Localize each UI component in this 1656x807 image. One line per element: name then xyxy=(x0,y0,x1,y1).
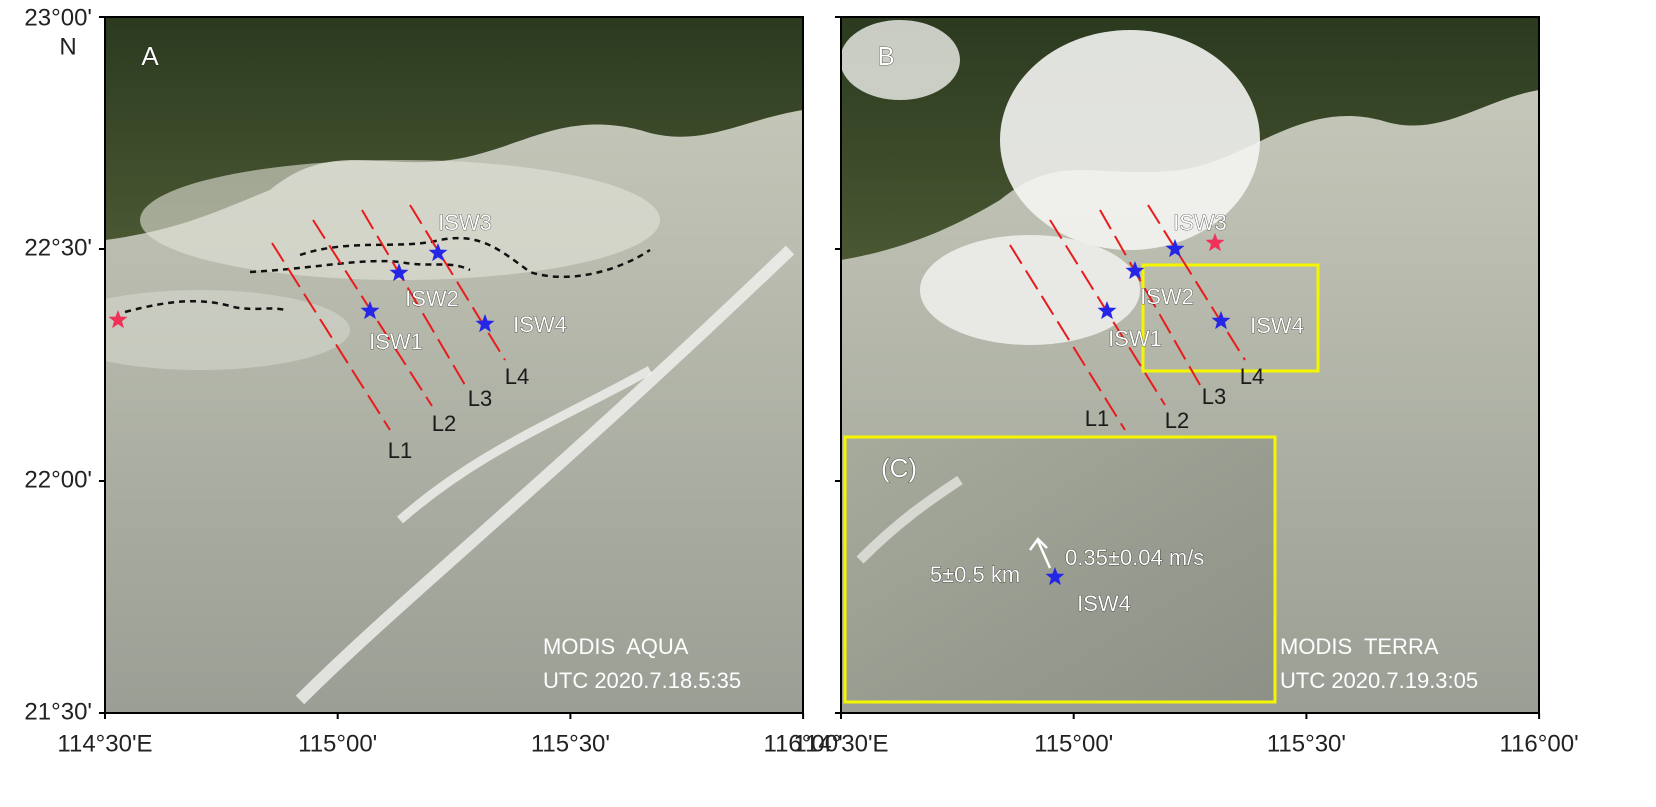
satellite-image xyxy=(841,17,1539,713)
inset-label: (C) xyxy=(881,453,917,483)
panel-frame xyxy=(840,16,1540,714)
wave-label: ISW3 xyxy=(438,210,492,235)
x-tick-label: 116°00' xyxy=(1500,730,1579,757)
transect-label: L4 xyxy=(505,364,529,389)
transect-label: L3 xyxy=(468,386,492,411)
transect-line xyxy=(1009,244,1126,431)
transect-line xyxy=(1147,204,1246,361)
transect-line xyxy=(361,209,466,386)
panel-label: B xyxy=(877,41,894,71)
front-lines xyxy=(124,236,651,314)
x-tick-label: 116°00' xyxy=(764,730,843,757)
transect-label: L3 xyxy=(1202,384,1226,409)
wave-label: ISW3 xyxy=(1173,210,1227,235)
station-star xyxy=(360,301,380,320)
station-star xyxy=(428,243,448,262)
x-tick-label: 115°30' xyxy=(531,730,610,757)
arrow-head xyxy=(1028,537,1048,551)
distance-label: 5±0.5 km xyxy=(930,562,1020,587)
wave-label: ISW4 xyxy=(513,312,567,337)
transect-line xyxy=(1099,209,1201,386)
transect-label: L4 xyxy=(1240,364,1264,389)
station-star xyxy=(1211,311,1231,330)
x-tick-label: 114°30'E xyxy=(57,730,152,757)
speed-label: 0.35±0.04 m/s xyxy=(1065,545,1204,570)
y-tick-label: 22°00' xyxy=(24,466,92,493)
station-star xyxy=(1125,261,1145,280)
transect-label: L2 xyxy=(432,411,456,436)
sensor-label: MODIS AQUA xyxy=(543,634,689,659)
panel-label: A xyxy=(141,41,159,71)
station-star xyxy=(475,314,495,333)
panel-frame xyxy=(104,16,804,714)
transect-line xyxy=(409,204,506,361)
satellite-image xyxy=(105,17,803,713)
time-label: UTC 2020.7.18.5:35 xyxy=(543,668,741,693)
x-tick-label: 114°30'E xyxy=(793,730,888,757)
transect-label: L2 xyxy=(1165,408,1189,433)
velocity-arrow xyxy=(1036,540,1052,569)
wave-label: ISW2 xyxy=(1140,284,1194,309)
zoom-box xyxy=(1141,263,1320,373)
station-star xyxy=(389,263,409,282)
wave-label: ISW4 xyxy=(1077,591,1131,616)
station-star xyxy=(1205,233,1225,252)
sensor-label: MODIS TERRA xyxy=(1280,634,1439,659)
station-star xyxy=(1097,301,1117,320)
y-tick-label: 23°00' xyxy=(24,4,92,31)
transect-line xyxy=(271,242,391,431)
y-tick-label: 22°30' xyxy=(24,234,92,261)
x-tick-label: 115°00' xyxy=(298,730,377,757)
wave-label: ISW1 xyxy=(1108,326,1162,351)
inset-frame xyxy=(843,435,1277,704)
station-star xyxy=(1165,239,1185,258)
x-tick-label: 115°30' xyxy=(1267,730,1346,757)
wave-label: ISW2 xyxy=(405,286,459,311)
station-star xyxy=(108,310,128,329)
x-tick-label: 115°00' xyxy=(1034,730,1113,757)
station-star xyxy=(1045,567,1065,586)
y-tick-label: 21°30' xyxy=(24,698,92,725)
wave-label: ISW1 xyxy=(369,329,423,354)
hemisphere-label: N xyxy=(59,33,76,60)
time-label: UTC 2020.7.19.3:05 xyxy=(1280,668,1478,693)
transect-label: L1 xyxy=(1085,406,1109,431)
wave-label: ISW4 xyxy=(1250,313,1304,338)
transect-label: L1 xyxy=(388,438,412,463)
